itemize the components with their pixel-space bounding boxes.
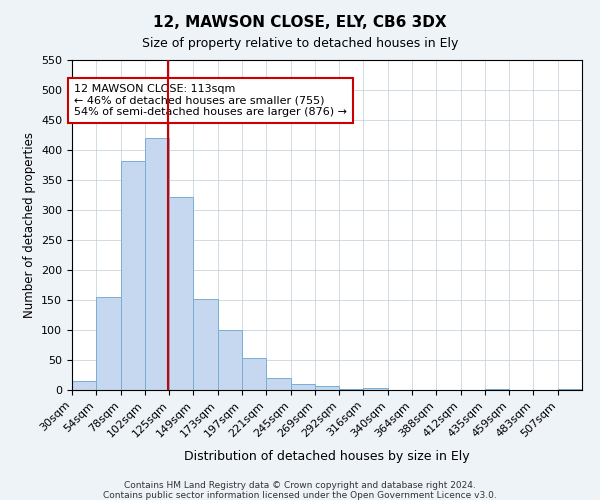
Bar [218, 330, 242, 390]
Bar [145, 138, 169, 390]
Bar [242, 358, 266, 390]
Bar [72, 381, 96, 390]
Text: Contains public sector information licensed under the Open Government Licence v3: Contains public sector information licen… [103, 491, 497, 500]
Bar [315, 386, 339, 390]
Text: Size of property relative to detached houses in Ely: Size of property relative to detached ho… [142, 38, 458, 51]
Text: Contains HM Land Registry data © Crown copyright and database right 2024.: Contains HM Land Registry data © Crown c… [124, 481, 476, 490]
Bar [290, 384, 315, 390]
Bar [266, 378, 290, 390]
Y-axis label: Number of detached properties: Number of detached properties [23, 132, 35, 318]
X-axis label: Distribution of detached houses by size in Ely: Distribution of detached houses by size … [184, 450, 470, 463]
Bar [193, 299, 218, 390]
Bar [169, 197, 193, 390]
Bar [121, 161, 145, 390]
Bar [364, 388, 388, 390]
Text: 12 MAWSON CLOSE: 113sqm
← 46% of detached houses are smaller (755)
54% of semi-d: 12 MAWSON CLOSE: 113sqm ← 46% of detache… [74, 84, 347, 117]
Bar [96, 297, 121, 390]
Text: 12, MAWSON CLOSE, ELY, CB6 3DX: 12, MAWSON CLOSE, ELY, CB6 3DX [153, 15, 447, 30]
